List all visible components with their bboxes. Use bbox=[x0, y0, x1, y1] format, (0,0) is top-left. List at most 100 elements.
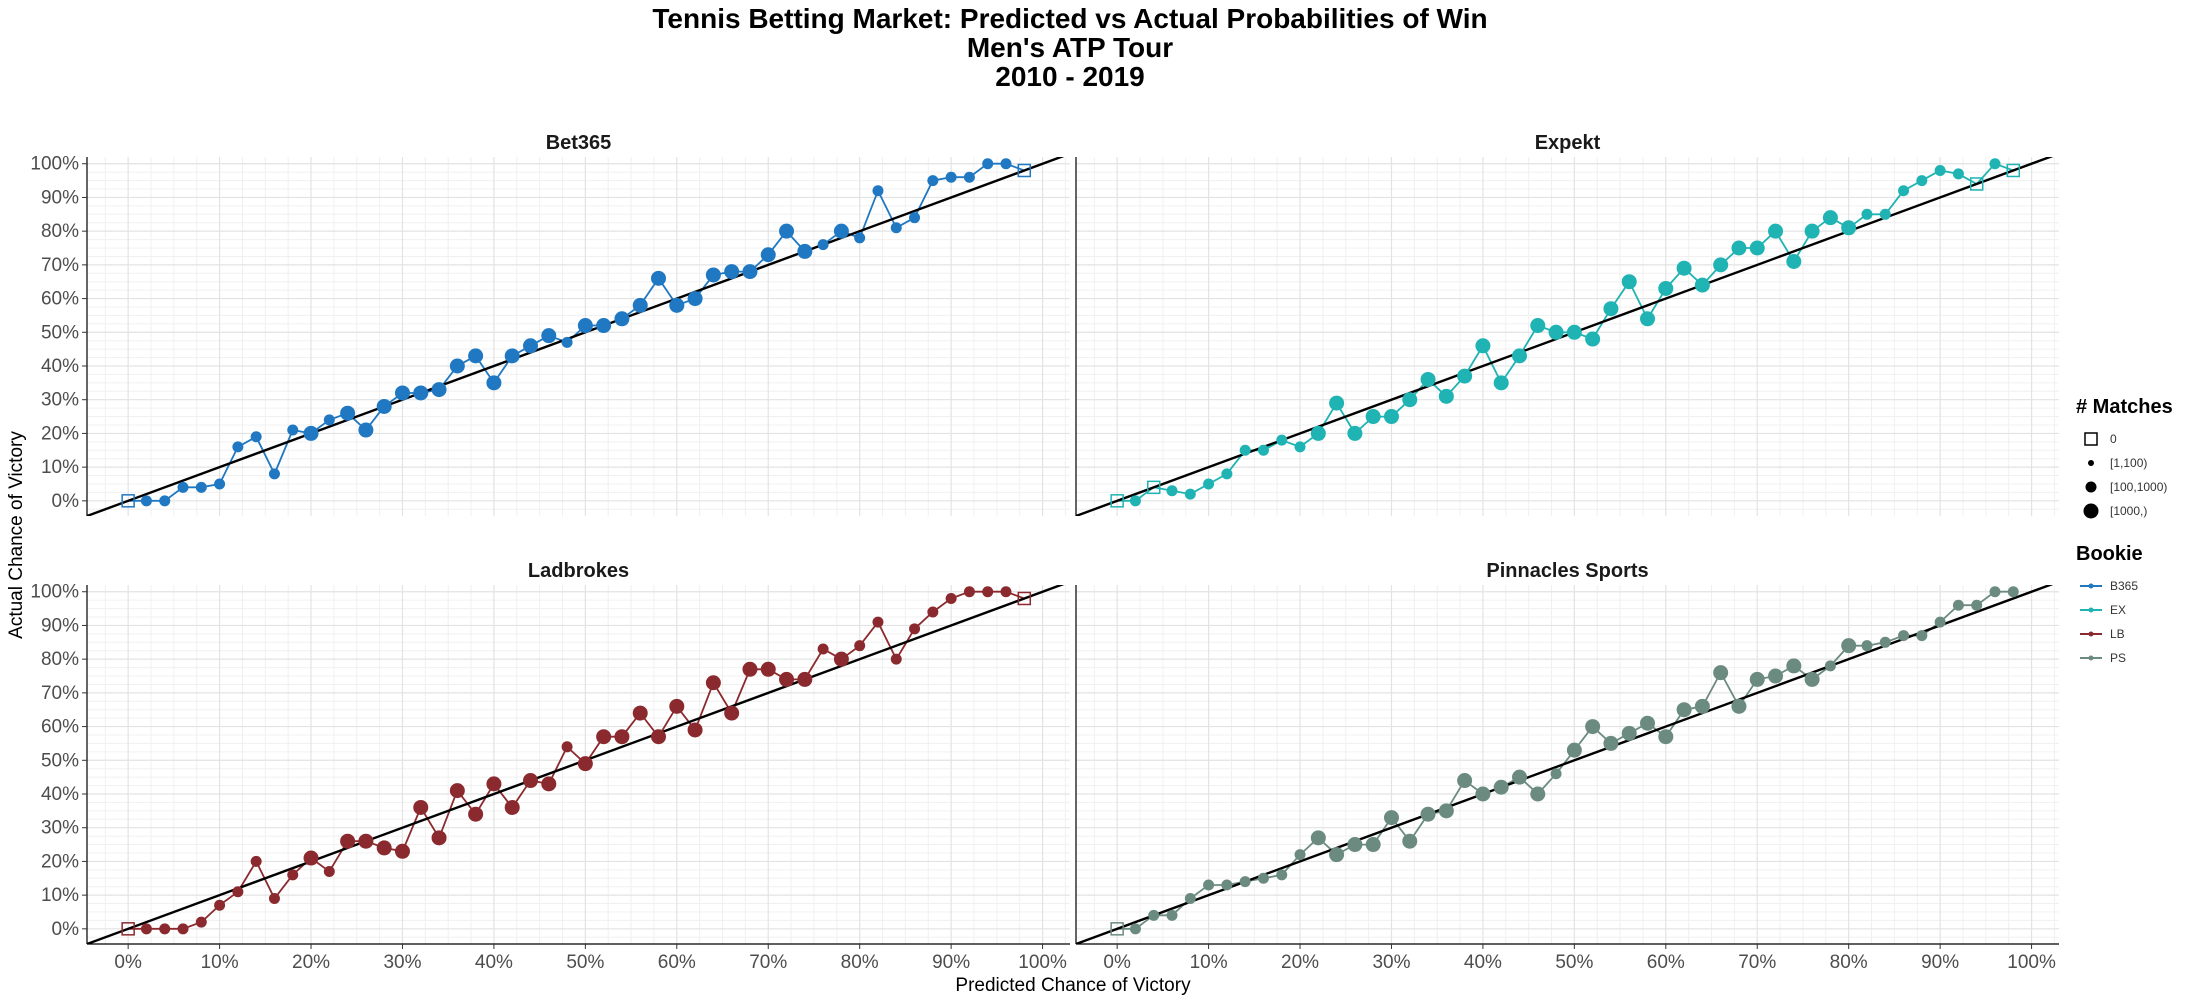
data-point bbox=[982, 158, 994, 170]
data-point bbox=[614, 729, 630, 745]
y-tick-label: 0% bbox=[52, 919, 80, 940]
data-point bbox=[1786, 253, 1802, 269]
data-point bbox=[1713, 665, 1729, 681]
data-point bbox=[1786, 658, 1802, 674]
data-point bbox=[1184, 892, 1196, 904]
data-point bbox=[632, 705, 648, 721]
data-point bbox=[195, 481, 207, 493]
data-point bbox=[287, 424, 299, 436]
small-dot-icon bbox=[2076, 451, 2106, 475]
data-point bbox=[2007, 586, 2019, 598]
data-point bbox=[1110, 922, 1124, 936]
data-point bbox=[1347, 425, 1363, 441]
large-dot-icon bbox=[2076, 499, 2106, 523]
data-point bbox=[982, 586, 994, 598]
data-point bbox=[596, 729, 612, 745]
facet-panel: Bet365 0% 10% 20% 30% 40% 50% 60% 70% 80% 90% 100% bbox=[30, 132, 1070, 516]
data-point bbox=[1493, 779, 1509, 795]
x-tick-label: 20% bbox=[292, 952, 330, 973]
data-point bbox=[1221, 879, 1233, 891]
bookie-legend-item: EX bbox=[2076, 598, 2186, 622]
bookie-legend-title: Bookie bbox=[2076, 543, 2143, 565]
y-tick-label: 90% bbox=[41, 187, 79, 208]
data-point bbox=[1804, 223, 1820, 239]
x-tick-label: 80% bbox=[1830, 952, 1868, 973]
chart-subtitle: Men's ATP Tour bbox=[966, 32, 1174, 63]
data-point bbox=[687, 722, 703, 738]
x-axis-title: Predicted Chance of Victory bbox=[955, 975, 1191, 996]
x-tick-label: 70% bbox=[749, 952, 787, 973]
data-point bbox=[303, 425, 319, 441]
y-tick-label: 20% bbox=[41, 851, 79, 872]
bookie-legend-item: B365 bbox=[2076, 574, 2186, 598]
data-point bbox=[1916, 175, 1928, 187]
data-point bbox=[376, 398, 392, 414]
data-point bbox=[945, 592, 957, 604]
chart-title-block: Tennis Betting Market: Predicted vs Actu… bbox=[0, 4, 2140, 91]
data-point bbox=[596, 318, 612, 334]
data-point bbox=[1548, 324, 1564, 340]
data-point bbox=[121, 922, 135, 936]
data-point bbox=[431, 382, 447, 398]
facet-strip-label: Ladbrokes bbox=[528, 560, 629, 582]
data-point bbox=[1310, 425, 1326, 441]
data-point bbox=[1713, 257, 1729, 273]
line-marker-icon bbox=[2076, 574, 2106, 598]
data-point bbox=[1658, 280, 1674, 296]
data-point bbox=[195, 916, 207, 928]
size-legend-item: [1,100) bbox=[2076, 451, 2186, 475]
bookie-legend-item: PS bbox=[2076, 646, 2186, 670]
data-point bbox=[449, 358, 465, 374]
data-point bbox=[1550, 768, 1562, 780]
data-point bbox=[1257, 444, 1269, 456]
data-point bbox=[1879, 208, 1891, 220]
data-point bbox=[541, 776, 557, 792]
y-tick-label: 80% bbox=[41, 649, 79, 670]
data-point bbox=[1000, 158, 1012, 170]
data-point bbox=[797, 671, 813, 687]
data-point bbox=[1365, 409, 1381, 425]
data-point bbox=[504, 348, 520, 364]
x-tick-label: 80% bbox=[841, 952, 879, 973]
data-point bbox=[358, 833, 374, 849]
data-point bbox=[1511, 769, 1527, 785]
data-point bbox=[140, 923, 152, 935]
y-tick-label: 70% bbox=[41, 255, 79, 276]
data-point bbox=[1438, 388, 1454, 404]
data-point bbox=[1276, 869, 1288, 881]
x-tick-label: 90% bbox=[932, 952, 970, 973]
y-tick-label: 30% bbox=[41, 390, 79, 411]
x-tick-label: 0% bbox=[114, 952, 142, 973]
data-point bbox=[214, 478, 226, 490]
data-point bbox=[431, 830, 447, 846]
data-point bbox=[890, 222, 902, 234]
data-point bbox=[1530, 318, 1546, 334]
data-point bbox=[1768, 668, 1784, 684]
x-tick-label: 40% bbox=[1464, 952, 1502, 973]
data-point bbox=[779, 223, 795, 239]
y-tick-label: 60% bbox=[41, 717, 79, 738]
data-point bbox=[742, 661, 758, 677]
data-point bbox=[1166, 909, 1178, 921]
facet-panel: Pinnacles Sports 0% 10% 20% 30% 40% 50% 60% 70% 8… bbox=[1075, 560, 2059, 973]
data-point bbox=[577, 756, 593, 772]
y-tick-label: 100% bbox=[30, 154, 79, 175]
data-point bbox=[1989, 586, 2001, 598]
x-tick-label: 20% bbox=[1281, 952, 1319, 973]
data-point bbox=[817, 643, 829, 655]
data-point bbox=[632, 297, 648, 313]
data-point bbox=[1603, 301, 1619, 317]
data-point bbox=[1276, 434, 1288, 446]
data-point bbox=[833, 223, 849, 239]
data-point bbox=[669, 297, 685, 313]
data-point bbox=[1861, 208, 1873, 220]
bookie-legend-label: B365 bbox=[2110, 579, 2139, 593]
data-point bbox=[1658, 729, 1674, 745]
data-point bbox=[927, 175, 939, 187]
data-point bbox=[1676, 702, 1692, 718]
data-point bbox=[927, 606, 939, 618]
data-point bbox=[1457, 368, 1473, 384]
data-point bbox=[724, 705, 740, 721]
size-legend-item: 0 bbox=[2076, 427, 2186, 451]
data-point bbox=[1017, 591, 1032, 606]
